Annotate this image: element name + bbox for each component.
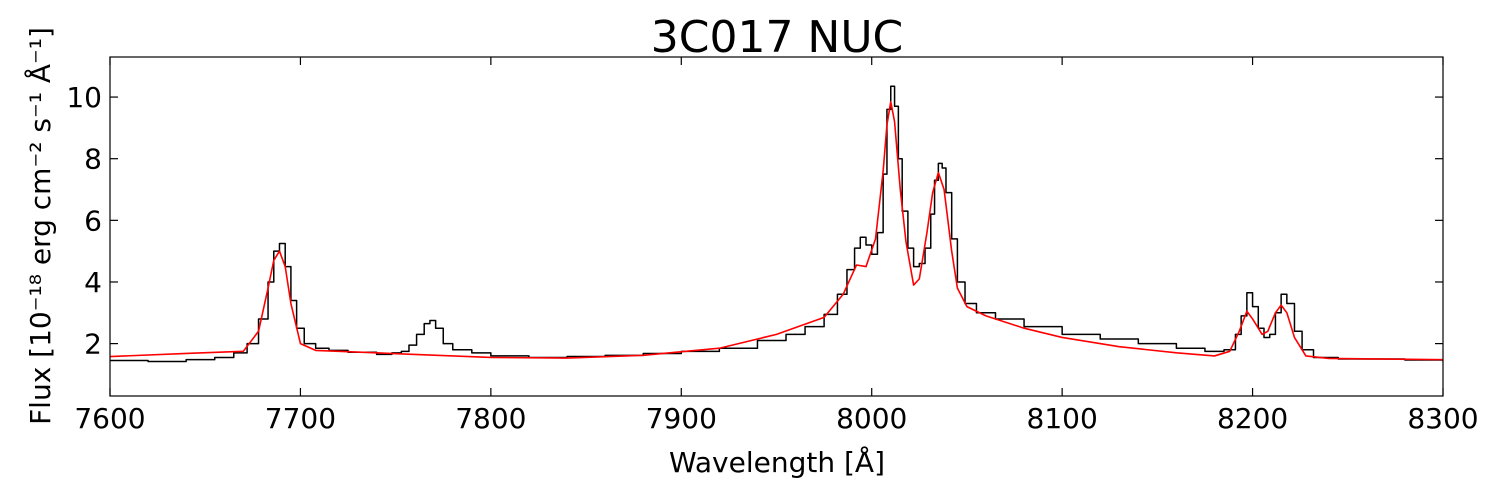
y-tick-label: 6 xyxy=(84,204,102,237)
x-tick-label: 8000 xyxy=(836,402,907,435)
y-tick-label: 4 xyxy=(84,266,102,299)
y-tick-label: 10 xyxy=(66,81,102,114)
chart-title: 3C017 NUC xyxy=(651,12,904,63)
x-tick-label: 7800 xyxy=(455,402,526,435)
x-tick-label: 8300 xyxy=(1407,402,1478,435)
x-tick-label: 7600 xyxy=(74,402,145,435)
y-tick-label: 8 xyxy=(84,143,102,176)
x-axis-label: Wavelength [Å] xyxy=(669,445,885,479)
x-axis: 7600 7700 7800 7900 8000 8100 8200 8300 xyxy=(74,57,1479,435)
y-tick-label: 2 xyxy=(84,328,102,361)
x-tick-label: 8200 xyxy=(1217,402,1288,435)
x-tick-label: 8100 xyxy=(1027,402,1098,435)
plot-frame xyxy=(109,56,1444,397)
y-axis: 2 4 6 8 10 xyxy=(66,81,1443,361)
x-tick-label: 7900 xyxy=(646,402,717,435)
x-tick-label: 7700 xyxy=(265,402,336,435)
series-line-model-fit xyxy=(110,100,1443,361)
series-layer xyxy=(110,85,1443,363)
y-axis-label: Flux [10⁻¹⁸ erg cm⁻² s⁻¹ Å⁻¹] xyxy=(23,27,57,425)
